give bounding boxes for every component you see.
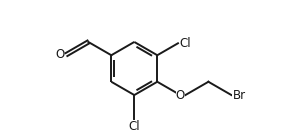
Text: O: O bbox=[176, 89, 185, 102]
Text: O: O bbox=[56, 48, 65, 61]
Text: Br: Br bbox=[232, 89, 246, 102]
Text: Cl: Cl bbox=[179, 37, 191, 50]
Text: Cl: Cl bbox=[128, 120, 140, 133]
